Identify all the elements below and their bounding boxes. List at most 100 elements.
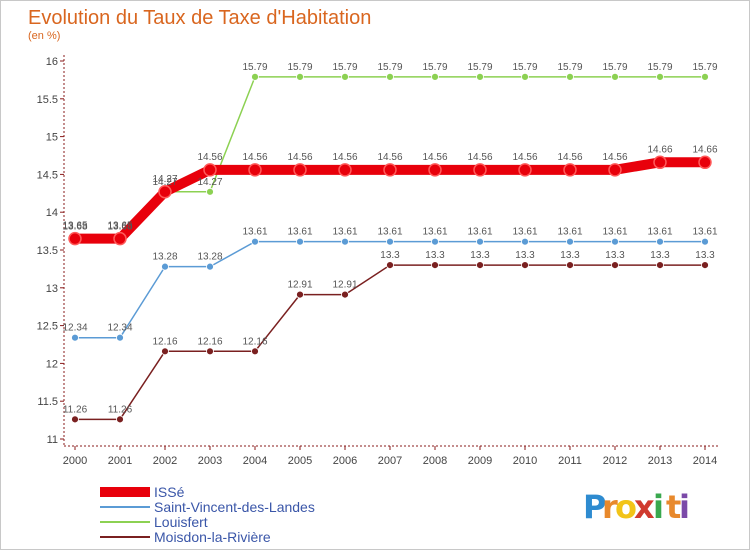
x-tick-label: 2010 <box>513 455 537 467</box>
data-label: 14.66 <box>647 144 672 155</box>
data-point <box>71 415 79 424</box>
data-point <box>386 72 394 81</box>
data-label: 13.61 <box>647 227 672 238</box>
data-point <box>203 163 217 177</box>
axes: 11 11.5 12 12.5 13 13.5 14 14.5 15 15.5 16 2000 2001… <box>37 55 718 467</box>
data-point <box>698 155 712 170</box>
y-tick-label: 13.5 <box>37 245 58 257</box>
x-tick-label: 2000 <box>63 455 87 467</box>
data-label: 15.79 <box>332 62 357 73</box>
data-label: 14.56 <box>557 152 582 163</box>
data-label: 14.56 <box>377 152 402 163</box>
data-point <box>476 72 484 81</box>
data-label: 15.79 <box>467 62 492 73</box>
data-label: 13.61 <box>332 227 357 238</box>
data-point <box>563 163 577 177</box>
data-label: 13.61 <box>467 227 492 238</box>
data-point <box>251 237 259 246</box>
data-point <box>113 231 127 246</box>
data-label: 13.3 <box>470 250 490 261</box>
x-tick-label: 2008 <box>423 455 447 467</box>
data-point <box>161 347 169 356</box>
data-label: 13.61 <box>422 227 447 238</box>
data-label: 12.34 <box>62 323 87 334</box>
data-point <box>296 290 304 299</box>
data-label: 12.91 <box>332 280 357 291</box>
data-point <box>611 261 619 270</box>
data-point <box>338 163 352 177</box>
data-label: 15.79 <box>557 62 582 73</box>
data-label: 12.91 <box>287 280 312 291</box>
data-label: 13.3 <box>695 250 715 261</box>
chart-subtitle: (en %) <box>28 30 60 42</box>
x-tick-label: 2013 <box>648 455 672 467</box>
data-label: 14.56 <box>602 152 627 163</box>
data-label: 13.28 <box>152 252 177 263</box>
data-point <box>431 72 439 81</box>
data-label: 13.61 <box>512 227 537 238</box>
x-tick-label: 2007 <box>378 455 402 467</box>
y-tick-label: 11 <box>47 434 58 446</box>
y-tick-label: 12 <box>46 358 58 370</box>
data-point <box>611 237 619 246</box>
data-label: 13.3 <box>515 250 535 261</box>
data-label: 11.26 <box>63 404 88 415</box>
data-point <box>656 261 664 270</box>
data-label: 13.68 <box>62 221 87 232</box>
legend-label: Saint-Vincent-des-Landes <box>154 499 315 515</box>
x-tick-label: 2003 <box>198 455 222 467</box>
data-point <box>383 163 397 177</box>
data-point <box>431 261 439 270</box>
data-label: 13.61 <box>377 227 402 238</box>
x-tick-label: 2011 <box>558 455 582 467</box>
data-point <box>521 237 529 246</box>
logo-letter: o <box>615 488 637 526</box>
logo-letter: t <box>666 488 681 526</box>
data-point <box>476 261 484 270</box>
data-labels: 11.26 11.26 12.16 12.16 12.16 12.91 12.91 13.3 1… <box>62 62 717 415</box>
data-label: 13.61 <box>242 227 267 238</box>
data-label: 13.65 <box>107 221 132 232</box>
data-point <box>521 72 529 81</box>
data-point <box>296 237 304 246</box>
data-point <box>116 333 124 342</box>
y-tick-label: 12.5 <box>37 321 58 333</box>
logo-letter: i <box>653 488 664 526</box>
x-tick-label: 2001 <box>108 455 132 467</box>
data-point <box>608 163 622 177</box>
chart-title: Evolution du Taux de Taxe d'Habitation <box>28 7 371 29</box>
x-tick-label: 2012 <box>603 455 627 467</box>
logo-letter: x <box>634 488 655 526</box>
data-point <box>656 237 664 246</box>
data-label: 13.65 <box>62 221 87 232</box>
data-label: 14.56 <box>287 152 312 163</box>
data-point <box>206 187 214 196</box>
data-label: 13.3 <box>605 250 625 261</box>
x-tick-label: 2014 <box>693 455 717 467</box>
data-label: 15.79 <box>242 62 267 73</box>
data-point <box>653 155 667 170</box>
data-label: 15.79 <box>377 62 402 73</box>
logo-letter: i <box>679 488 690 526</box>
data-point <box>296 72 304 81</box>
legend-label: ISSé <box>154 484 185 500</box>
data-point <box>566 261 574 270</box>
legend-swatch <box>100 487 150 497</box>
data-label: 12.16 <box>197 336 222 347</box>
data-label: 14.56 <box>197 152 222 163</box>
data-point <box>206 347 214 356</box>
y-tick-label: 15 <box>46 132 58 144</box>
data-point <box>428 163 442 177</box>
data-point <box>431 237 439 246</box>
data-label: 11.26 <box>108 404 133 415</box>
data-point <box>341 72 349 81</box>
data-point <box>116 415 124 424</box>
data-label: 14.27 <box>152 177 177 188</box>
data-label: 13.28 <box>197 252 222 263</box>
data-label: 13.61 <box>557 227 582 238</box>
y-tick-label: 14.5 <box>37 169 58 181</box>
data-label: 12.16 <box>242 336 267 347</box>
data-label: 14.27 <box>152 174 177 185</box>
